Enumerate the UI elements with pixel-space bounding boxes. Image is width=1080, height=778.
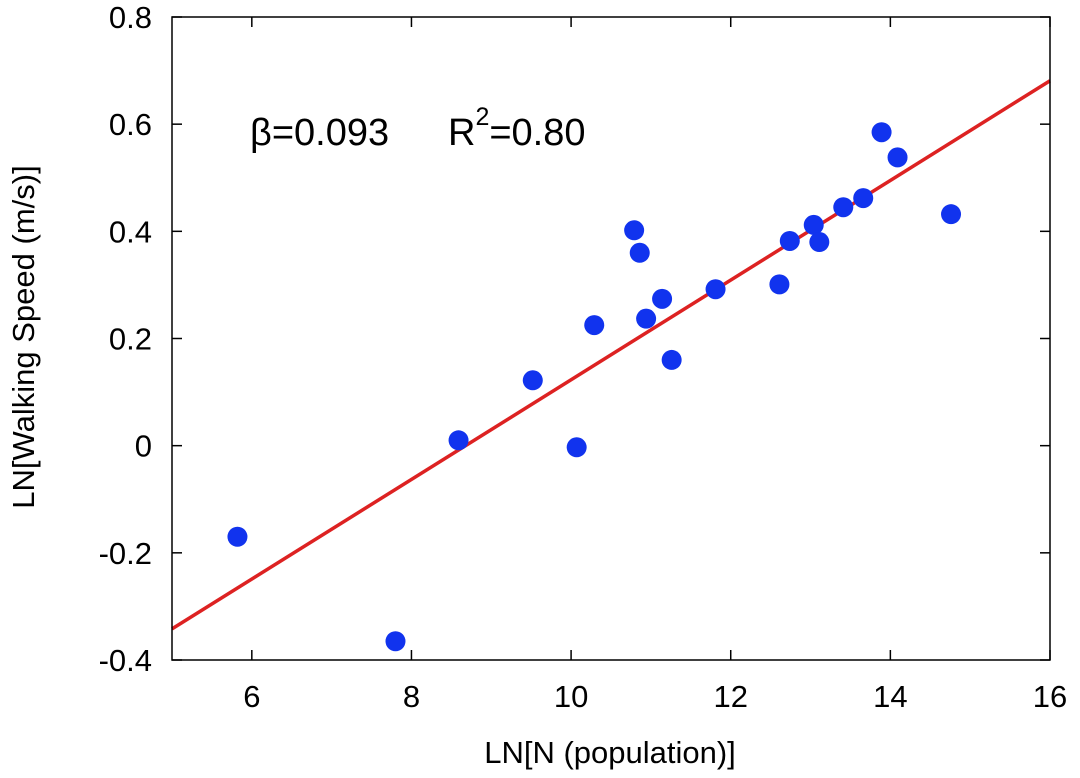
y-tick-label: -0.2 [99, 536, 152, 571]
data-point [803, 214, 824, 235]
data-point [809, 232, 830, 253]
y-tick-label: 0.6 [109, 107, 152, 142]
r-squared-value: =0.80 [489, 112, 585, 154]
y-tick-label: 0 [135, 429, 152, 464]
data-point [227, 526, 248, 547]
data-point [624, 220, 645, 241]
x-tick-label: 14 [873, 679, 907, 714]
x-tick-label: 6 [243, 679, 260, 714]
data-point [887, 147, 908, 168]
regression-line [171, 79, 1051, 631]
data-point [779, 230, 800, 251]
x-axis-title: LN[N (population)] [484, 735, 736, 770]
x-tick-label: 8 [403, 679, 420, 714]
x-tick-label: 16 [1033, 679, 1067, 714]
data-point [448, 430, 469, 451]
r-squared-annotation: R2=0.80 [448, 103, 586, 154]
data-point [522, 370, 543, 391]
r-squared-superscript: 2 [475, 103, 489, 131]
data-point [566, 437, 587, 458]
data-point [871, 122, 892, 143]
data-point [853, 188, 874, 209]
data-point [636, 308, 657, 329]
data-point [629, 242, 650, 263]
beta-annotation: β=0.093 [250, 112, 389, 154]
data-point [584, 315, 605, 336]
y-tick-label: 0.4 [109, 214, 152, 249]
data-point [769, 274, 790, 295]
y-axis-title: LN[Walking Speed (m/s)] [6, 165, 41, 508]
data-point [833, 197, 854, 218]
data-point [661, 349, 682, 370]
x-tick-label: 10 [554, 679, 588, 714]
r-squared-base: R [448, 112, 475, 154]
x-tick-label: 12 [713, 679, 747, 714]
data-point [385, 631, 406, 652]
y-tick-label: 0.2 [109, 322, 152, 357]
y-tick-label: -0.4 [99, 643, 152, 678]
data-point [941, 204, 962, 225]
y-tick-label: 0.8 [109, 0, 152, 35]
data-point [652, 288, 673, 309]
data-point [705, 279, 726, 300]
